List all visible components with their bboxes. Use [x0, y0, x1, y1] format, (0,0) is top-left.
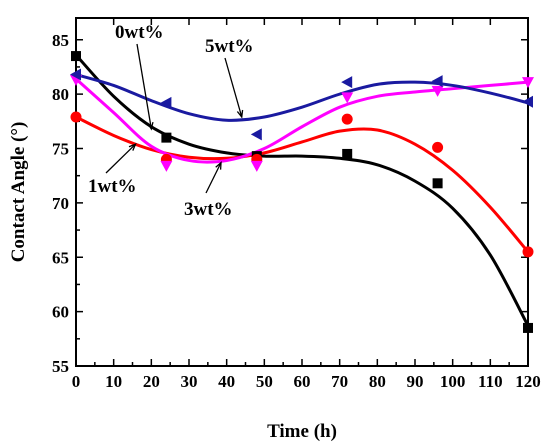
marker-triangle-left	[70, 68, 81, 81]
x-tick-label: 60	[294, 372, 311, 391]
x-tick-label: 120	[515, 372, 541, 391]
annotation-arrow	[205, 162, 222, 194]
arrowhead	[236, 109, 244, 119]
arrowhead	[147, 121, 154, 131]
marker-square	[432, 178, 443, 189]
marker-square	[161, 132, 172, 143]
x-tick-label: 20	[143, 372, 160, 391]
marker-circle	[522, 246, 534, 258]
series-line-0	[74, 53, 530, 327]
marker-circle	[70, 111, 82, 123]
marker-square	[71, 51, 81, 62]
axes: 0 10 20 30 40 50 60 70 80 90 100 110 120 55 60 65 70 75 80…	[52, 17, 541, 391]
marker-triangle-left	[160, 96, 172, 109]
plot-frame	[75, 17, 529, 367]
x-tick-label: 0	[72, 372, 81, 391]
marker-triangle-left	[341, 76, 353, 89]
annotation-label: 1wt%	[88, 176, 137, 197]
marker-square	[342, 148, 353, 159]
series-line-1	[75, 115, 530, 253]
y-tick-label: 70	[52, 194, 69, 213]
x-tick-label: 30	[181, 372, 198, 391]
series-line-3	[75, 73, 529, 122]
y-tick-label: 55	[52, 357, 69, 376]
x-tick-label: 100	[440, 372, 466, 391]
x-tick-label: 50	[256, 372, 273, 391]
marker-triangle-left	[431, 75, 443, 88]
x-tick-label: 110	[478, 372, 503, 391]
x-axis-label: Time (h)	[267, 421, 337, 442]
x-tick-label: 70	[331, 372, 348, 391]
y-axis-label: Contact Angle (°)	[8, 122, 29, 263]
annotation-label: 0wt%	[115, 22, 164, 43]
annotation-arrow	[136, 43, 152, 130]
x-tick-label: 10	[105, 372, 122, 391]
marker-square	[523, 322, 533, 333]
annotation-label: 5wt%	[205, 36, 254, 57]
x-tick-label: 80	[369, 372, 386, 391]
y-tick-label: 85	[52, 31, 69, 50]
marker-triangle-down	[160, 160, 173, 172]
marker-triangle-down	[522, 77, 534, 89]
marker-triangle-down	[250, 160, 263, 172]
annotation-arrow	[224, 57, 243, 118]
series-line-2	[74, 77, 529, 164]
data-points	[70, 51, 534, 333]
y-tick-label: 65	[52, 248, 69, 267]
x-tick-label: 90	[407, 372, 424, 391]
marker-triangle-left	[522, 95, 533, 108]
marker-triangle-down	[341, 92, 354, 104]
x-tick-label: 40	[218, 372, 235, 391]
annotation-label: 3wt%	[184, 199, 233, 220]
marker-triangle-down	[431, 85, 444, 97]
annotation-arrow	[105, 143, 136, 174]
arrowhead	[215, 161, 222, 170]
y-tick-label: 80	[52, 85, 69, 104]
marker-circle	[341, 113, 353, 125]
marker-circle	[432, 141, 444, 153]
annotations: 0wt% 5wt% 1wt% 3wt%	[88, 22, 254, 220]
y-tick-label: 60	[52, 303, 69, 322]
fit-curves	[74, 53, 530, 327]
arrowhead	[128, 142, 137, 151]
marker-triangle-left	[250, 128, 262, 141]
y-tick-label: 75	[52, 140, 69, 159]
